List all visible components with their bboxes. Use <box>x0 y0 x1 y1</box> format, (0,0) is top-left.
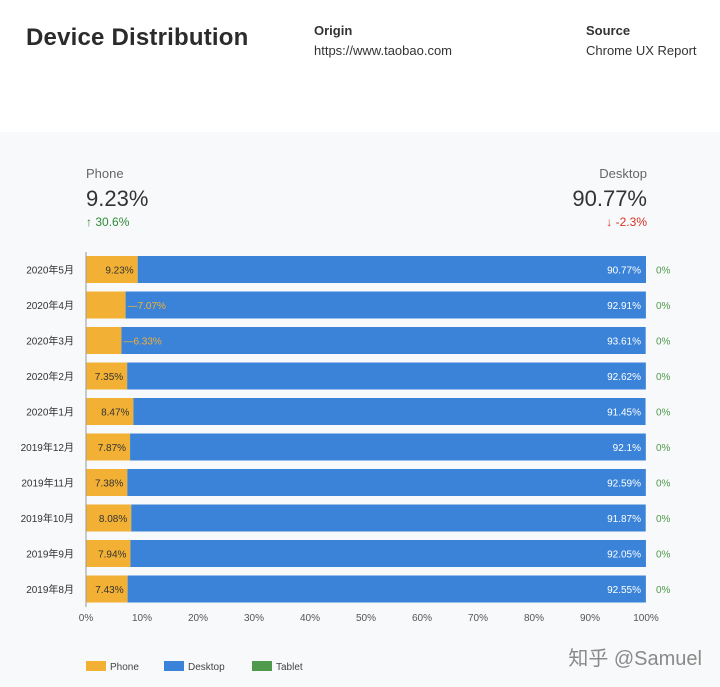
category-label: 2020年4月 <box>26 299 74 312</box>
phone-value-label: —6.33% <box>123 337 161 348</box>
desktop-value-label: 93.61% <box>607 337 641 348</box>
bar-phone <box>86 540 131 567</box>
phone-value-label: 7.94% <box>98 550 126 561</box>
x-tick-label: 90% <box>580 613 600 624</box>
desktop-value-label: 92.1% <box>613 443 641 454</box>
bar-phone <box>86 327 122 354</box>
page-title: Device Distribution <box>26 24 249 51</box>
header: Device Distribution Origin https://www.t… <box>0 0 720 132</box>
x-tick-label: 80% <box>524 613 544 624</box>
tablet-value-label: 0% <box>656 301 671 312</box>
category-label: 2019年12月 <box>21 441 74 454</box>
x-tick-label: 50% <box>356 613 376 624</box>
desktop-value-label: 92.59% <box>607 479 641 490</box>
stacked-bar-chart: 2020年5月 9.23% 90.77% 0% 2020年4月 —7.07% 92.91% 0… <box>21 252 671 673</box>
bar-phone <box>86 433 131 461</box>
bar-desktop <box>127 575 646 603</box>
bar-desktop <box>125 291 646 319</box>
watermark: 知乎 @Samuel <box>568 648 702 670</box>
category-label: 2019年11月 <box>21 477 74 490</box>
legend-label-desktop: Desktop <box>188 662 225 673</box>
bar-desktop <box>130 433 646 461</box>
phone-value-label: —7.07% <box>128 301 166 312</box>
category-label: 2020年5月 <box>26 264 74 277</box>
phone-stat-change: ↑ 30.6% <box>86 215 130 229</box>
x-tick-label: 20% <box>188 613 208 624</box>
bar-phone <box>86 575 128 603</box>
bar-desktop <box>127 362 646 390</box>
category-label: 2019年10月 <box>21 512 74 525</box>
desktop-stat-change: ↓ -2.3% <box>606 215 647 229</box>
tablet-value-label: 0% <box>656 443 671 454</box>
phone-value-label: 7.38% <box>95 479 123 490</box>
arrow-up-icon: ↑ <box>86 215 92 229</box>
x-tick-label: 10% <box>132 613 152 624</box>
x-tick-label: 60% <box>412 613 432 624</box>
origin-label: Origin <box>314 23 353 38</box>
bar-desktop <box>130 540 646 567</box>
desktop-value-label: 92.62% <box>607 372 641 383</box>
tablet-value-label: 0% <box>656 479 671 490</box>
bar-phone <box>86 398 134 425</box>
desktop-value-label: 92.91% <box>607 301 641 312</box>
x-tick-label: 100% <box>633 613 659 624</box>
desktop-value-label: 92.55% <box>607 585 641 596</box>
arrow-down-icon: ↓ <box>606 215 613 229</box>
bar-desktop <box>137 256 647 283</box>
bar-phone <box>86 504 132 532</box>
legend-swatch-desktop <box>164 661 184 671</box>
category-label: 2020年3月 <box>26 335 74 348</box>
tablet-value-label: 0% <box>656 337 671 348</box>
tablet-value-label: 0% <box>656 514 671 525</box>
bar-desktop <box>131 504 646 532</box>
chart-panel: Phone 9.23% ↑ 30.6% Desktop 90.77% ↓ -2.… <box>0 132 720 687</box>
phone-value-label: 7.35% <box>95 372 123 383</box>
x-tick-label: 0% <box>79 613 94 624</box>
bar-phone <box>86 362 128 390</box>
bar-phone <box>86 291 126 319</box>
legend-label-phone: Phone <box>110 662 139 673</box>
desktop-stat-label: Desktop <box>599 166 647 181</box>
legend-swatch-phone <box>86 661 106 671</box>
phone-stat-label: Phone <box>86 166 124 181</box>
bar-phone <box>86 469 128 496</box>
phone-value-label: 8.47% <box>101 408 129 419</box>
phone-value-label: 7.87% <box>98 443 126 454</box>
desktop-value-label: 91.87% <box>607 514 641 525</box>
source-label: Source <box>586 23 631 38</box>
legend-label-tablet: Tablet <box>276 662 303 673</box>
tablet-value-label: 0% <box>656 408 671 419</box>
x-tick-label: 40% <box>300 613 320 624</box>
tablet-value-label: 0% <box>656 550 671 561</box>
bar-phone <box>86 256 138 283</box>
source-value: Chrome UX Report <box>586 43 697 58</box>
desktop-value-label: 90.77% <box>607 266 641 277</box>
desktop-value-label: 91.45% <box>607 408 641 419</box>
bar-desktop <box>121 327 646 354</box>
legend-swatch-tablet <box>252 661 272 671</box>
x-tick-label: 70% <box>468 613 488 624</box>
category-label: 2019年9月 <box>26 548 74 561</box>
origin-value[interactable]: https://www.taobao.com <box>314 43 453 58</box>
phone-value-label: 7.43% <box>95 585 123 596</box>
phone-value-label: 9.23% <box>105 266 133 277</box>
phone-value-label: 8.08% <box>99 514 127 525</box>
tablet-value-label: 0% <box>656 266 671 277</box>
category-label: 2020年1月 <box>26 406 74 419</box>
desktop-stat-value: 90.77% <box>572 186 647 211</box>
bar-desktop <box>133 398 646 425</box>
bar-desktop <box>127 469 646 496</box>
category-label: 2020年2月 <box>26 370 74 383</box>
tablet-value-label: 0% <box>656 372 671 383</box>
phone-stat-value: 9.23% <box>86 186 149 211</box>
tablet-value-label: 0% <box>656 585 671 596</box>
desktop-value-label: 92.05% <box>607 550 641 561</box>
category-label: 2019年8月 <box>26 583 74 596</box>
x-tick-label: 30% <box>244 613 264 624</box>
